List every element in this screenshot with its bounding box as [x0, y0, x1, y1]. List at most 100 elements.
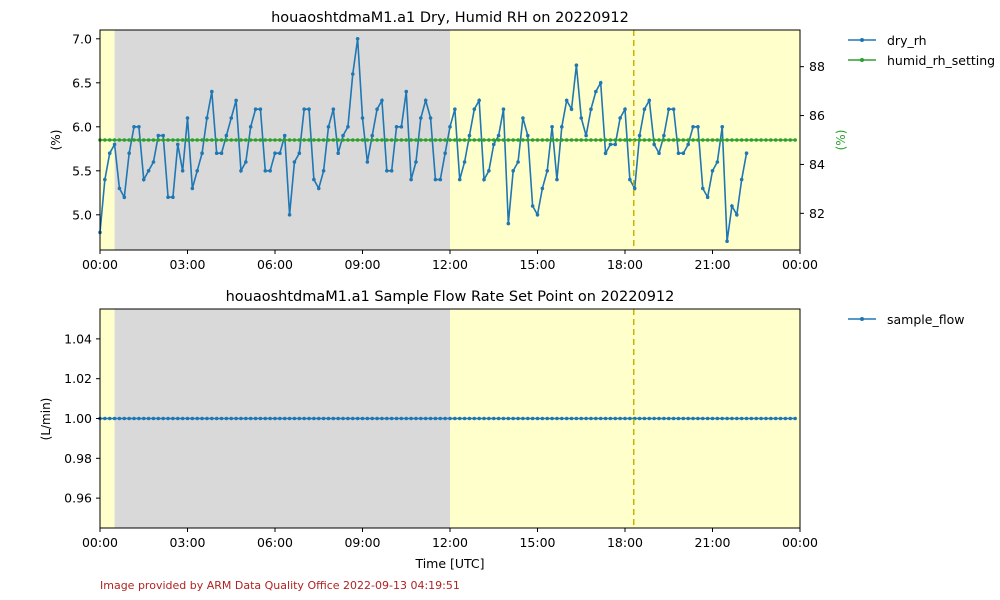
data-point-dry_rh [457, 177, 462, 182]
data-point-humid_rh_setting [584, 138, 588, 142]
data-point-dry_rh [185, 116, 190, 120]
legend: dry_rh humid_rh_setting [848, 33, 995, 68]
data-point-sample_flow [380, 416, 384, 421]
data-point-humid_rh_setting [691, 138, 695, 142]
data-point-sample_flow [589, 416, 593, 421]
data-point-sample_flow [516, 416, 520, 421]
data-point-humid_rh_setting [477, 138, 481, 142]
data-point-sample_flow [477, 416, 481, 421]
data-point-dry_rh [210, 89, 214, 94]
data-point-sample_flow [555, 416, 559, 421]
data-point-humid_rh_setting [380, 138, 384, 142]
data-point-sample_flow [297, 416, 302, 421]
data-point-dry_rh [501, 107, 506, 111]
data-point-humid_rh_setting [419, 138, 423, 142]
data-point-humid_rh_setting [107, 138, 112, 142]
data-point-sample_flow [603, 416, 608, 421]
data-point-humid_rh_setting [783, 138, 788, 142]
data-point-humid_rh_setting [423, 138, 428, 142]
data-point-dry_rh [564, 98, 569, 103]
data-point-humid_rh_setting [637, 138, 642, 142]
data-point-dry_rh [666, 107, 671, 111]
data-point-humid_rh_setting [161, 138, 165, 142]
data-point-dry_rh [686, 142, 690, 147]
data-point-dry_rh [375, 107, 379, 111]
data-point-dry_rh [127, 151, 131, 155]
data-point-sample_flow [292, 416, 297, 421]
data-point-sample_flow [141, 416, 146, 421]
data-point-dry_rh [365, 160, 370, 164]
data-point-dry_rh [730, 204, 734, 208]
data-point-dry_rh [175, 142, 180, 147]
data-point-sample_flow [258, 416, 263, 421]
data-point-sample_flow [700, 416, 705, 421]
data-point-sample_flow [472, 416, 477, 421]
data-point-dry_rh [297, 151, 302, 155]
data-point-sample_flow [749, 416, 754, 421]
chart-title: houaoshtdmaM1.a1 Sample Flow Rate Set Po… [226, 289, 675, 305]
data-point-sample_flow [248, 416, 253, 421]
data-point-dry_rh [676, 151, 681, 155]
data-point-humid_rh_setting [229, 138, 234, 142]
y-axis-ticks: 5.0 5.5 6.0 6.5 7.0 [72, 31, 100, 222]
data-point-dry_rh [234, 98, 238, 103]
data-point-humid_rh_setting [253, 138, 258, 142]
data-point-sample_flow [710, 416, 715, 421]
data-point-dry_rh [132, 125, 136, 129]
x-tick-label: 15:00 [519, 535, 555, 550]
legend-label: dry_rh [887, 33, 927, 48]
x-tick-label: 09:00 [344, 257, 380, 272]
data-point-sample_flow [720, 416, 725, 421]
data-point-dry_rh [321, 169, 326, 173]
data-point-sample_flow [112, 416, 117, 421]
data-point-sample_flow [530, 416, 535, 421]
data-point-dry_rh [628, 177, 632, 182]
data-point-humid_rh_setting [579, 138, 584, 142]
data-point-humid_rh_setting [350, 138, 355, 142]
data-point-sample_flow [234, 416, 238, 421]
data-point-dry_rh [506, 221, 511, 226]
data-point-sample_flow [375, 416, 379, 421]
data-point-dry_rh [652, 142, 656, 147]
data-point-sample_flow [671, 416, 676, 421]
data-point-sample_flow [550, 416, 554, 421]
data-point-dry_rh [603, 151, 608, 155]
data-point-sample_flow [525, 416, 530, 421]
data-point-humid_rh_setting [443, 138, 447, 142]
y2-axis-ticks: 82 84 86 88 [800, 59, 825, 221]
footer-credit: Image provided by ARM Data Quality Offic… [100, 579, 460, 592]
x-tick-label: 00:00 [782, 535, 818, 550]
x-tick-label: 15:00 [519, 257, 555, 272]
data-point-dry_rh [302, 107, 306, 111]
data-point-sample_flow [370, 416, 375, 421]
legend: sample_flow [848, 312, 964, 327]
y2-tick-label: 82 [809, 206, 825, 221]
chart-title: houaoshtdmaM1.a1 Dry, Humid RH on 202209… [271, 10, 629, 26]
data-point-sample_flow [312, 416, 316, 421]
data-point-dry_rh [404, 89, 409, 94]
data-point-sample_flow [190, 416, 195, 421]
data-point-dry_rh [360, 116, 365, 120]
data-point-dry_rh [632, 186, 637, 191]
data-point-dry_rh [477, 98, 481, 103]
data-point-humid_rh_setting [122, 138, 127, 142]
data-point-sample_flow [321, 416, 326, 421]
data-point-humid_rh_setting [521, 138, 525, 142]
data-point-dry_rh [389, 169, 394, 173]
data-point-sample_flow [210, 416, 214, 421]
data-point-humid_rh_setting [365, 138, 370, 142]
data-point-dry_rh [637, 133, 642, 138]
data-point-sample_flow [788, 416, 793, 421]
data-point-dry_rh [681, 151, 686, 155]
data-point-humid_rh_setting [331, 138, 336, 142]
data-point-dry_rh [715, 160, 720, 164]
y2-axis-label: (%) [834, 130, 848, 151]
data-point-sample_flow [696, 416, 700, 421]
data-point-sample_flow [467, 416, 472, 421]
data-point-dry_rh [511, 169, 515, 173]
chart-dry-humid-rh: 00:00 03:00 06:00 09:00 12:00 15:00 18:00 21:00… [49, 10, 995, 272]
data-point-sample_flow [666, 416, 671, 421]
data-point-humid_rh_setting [307, 138, 311, 142]
data-point-dry_rh [156, 133, 161, 138]
